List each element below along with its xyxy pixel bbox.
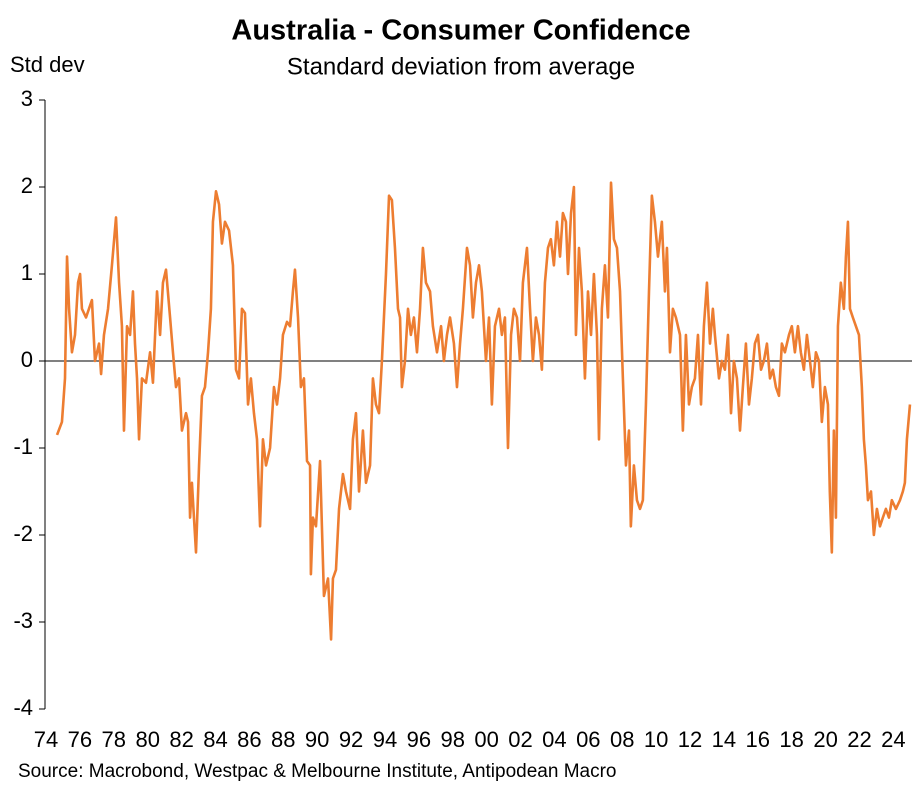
x-tick-label: 20 <box>813 727 837 752</box>
chart-title: Australia - Consumer Confidence <box>231 15 690 47</box>
x-tick-label: 78 <box>102 727 126 752</box>
x-tick-label: 88 <box>271 727 295 752</box>
x-tick-label: 06 <box>576 727 600 752</box>
x-tick-label: 76 <box>68 727 92 752</box>
y-tick-label: -4 <box>13 695 33 720</box>
y-tick-label: -1 <box>13 434 33 459</box>
x-tick-label: 94 <box>373 727 397 752</box>
x-tick-label: 84 <box>203 727 227 752</box>
x-tick-label: 00 <box>474 727 498 752</box>
x-tick-label: 14 <box>712 727 736 752</box>
x-tick-label: 82 <box>169 727 193 752</box>
y-tick-label: -3 <box>13 608 33 633</box>
x-tick-label: 02 <box>508 727 532 752</box>
x-tick-label: 18 <box>779 727 803 752</box>
x-tick-label: 04 <box>542 727 566 752</box>
x-tick-label: 86 <box>237 727 261 752</box>
x-tick-label: 16 <box>746 727 770 752</box>
y-tick-label: 3 <box>21 86 33 111</box>
x-tick-label: 98 <box>440 727 464 752</box>
x-tick-label: 10 <box>644 727 668 752</box>
x-tick-label: 80 <box>135 727 159 752</box>
y-tick-label: 1 <box>21 260 33 285</box>
y-axis-label: Std dev <box>10 52 85 77</box>
x-tick-label: 12 <box>678 727 702 752</box>
chart-subtitle: Standard deviation from average <box>287 53 635 80</box>
x-tick-label: 92 <box>339 727 363 752</box>
x-tick-label: 08 <box>610 727 634 752</box>
x-tick-label: 74 <box>34 727 58 752</box>
data-line <box>55 181 912 641</box>
y-tick-label: 0 <box>21 347 33 372</box>
x-tick-label: 24 <box>881 727 905 752</box>
y-tick-label: 2 <box>21 173 33 198</box>
source-note: Source: Macrobond, Westpac & Melbourne I… <box>18 761 616 782</box>
x-tick-label: 90 <box>305 727 329 752</box>
x-tick-label: 22 <box>847 727 871 752</box>
x-tick-label: 96 <box>407 727 431 752</box>
y-tick-label: -2 <box>13 521 33 546</box>
